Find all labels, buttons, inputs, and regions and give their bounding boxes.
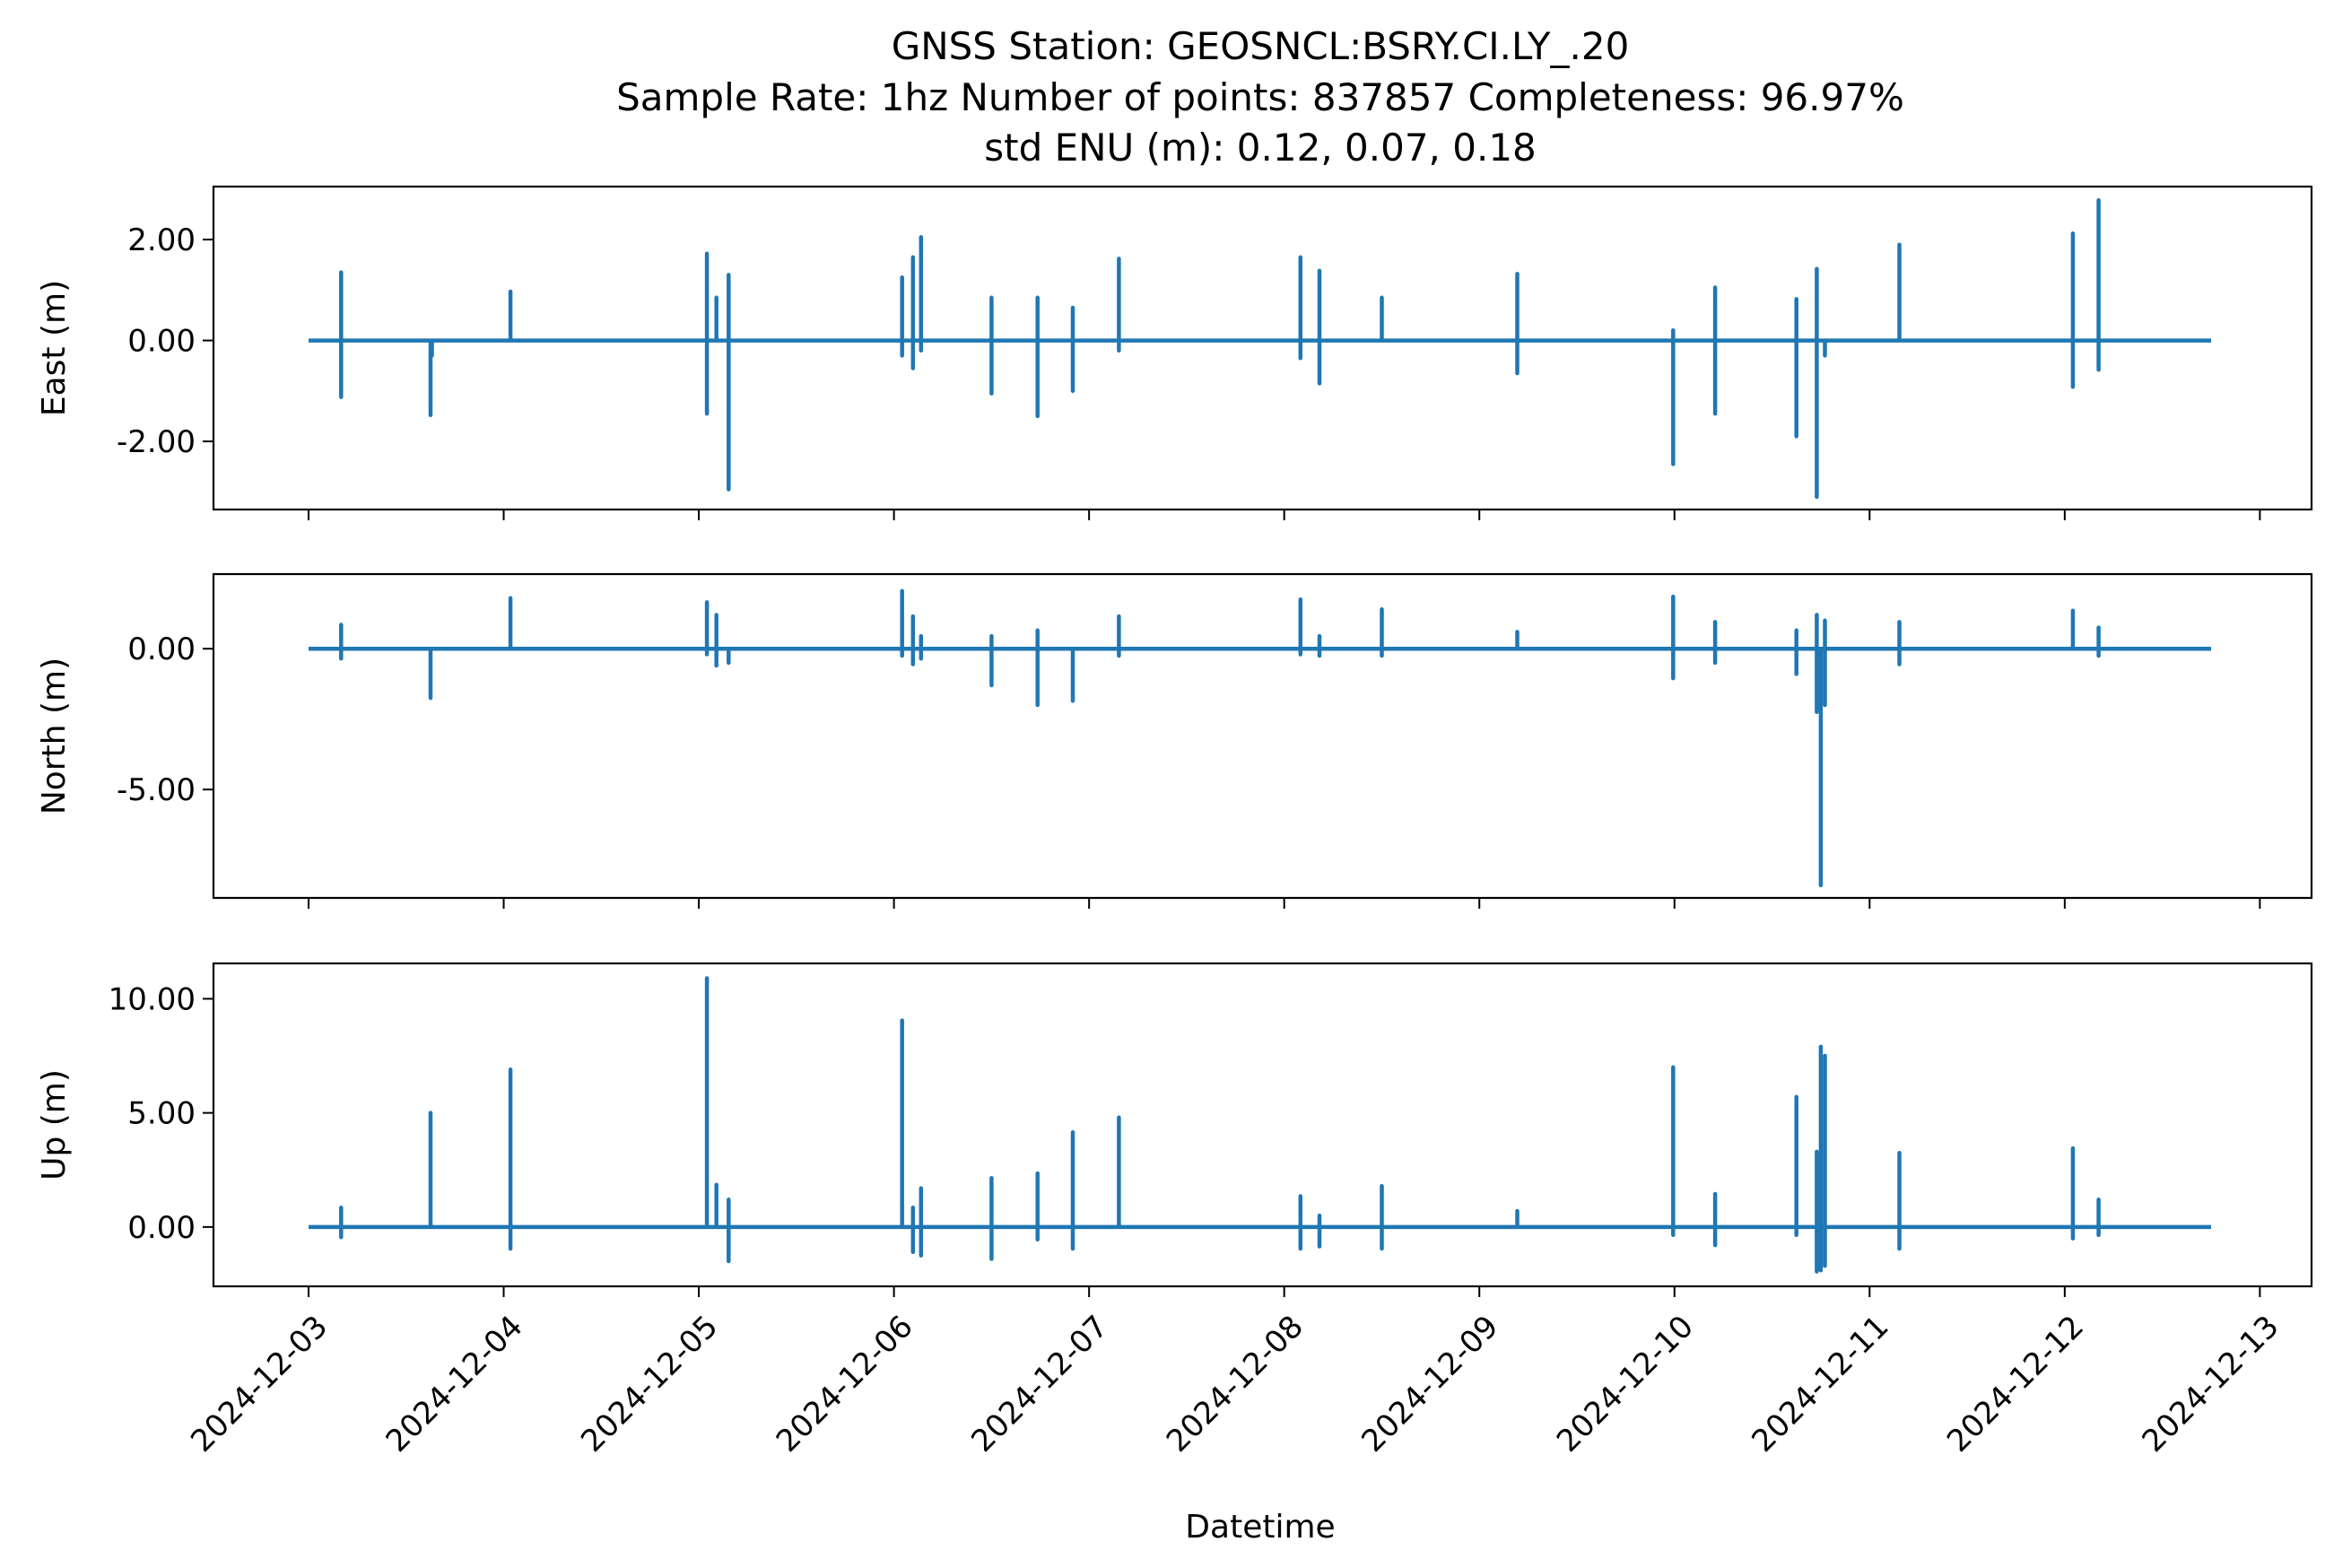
y-tick-label-1-0: 0.00 [127,632,196,667]
y-tick-label-2-1: 5.00 [127,1096,196,1132]
y-tick-label-2-0: 10.00 [109,981,196,1017]
series-line-2 [309,976,2211,1274]
up-panel: 10.00 5.00 0.00 Up (m) [36,962,2313,1297]
y-tick-label-0-1: 0.00 [127,324,196,360]
panel-frame-1 [212,572,2313,900]
y-tick-label-0-0: 2.00 [127,222,196,258]
y-axis-label-2: Up (m) [36,1069,73,1180]
y-tick-label-1-1: -5.00 [117,772,196,808]
panel-frame-2 [212,962,2313,1288]
series-line-0 [309,197,2211,500]
north-panel: 0.00 -5.00 North (m) [36,572,2313,909]
series-line-1 [309,588,2211,888]
y-tick-label-0-2: -2.00 [117,424,196,460]
title-line-1: GNSS Station: GEOSNCL:BSRY.CI.LY_.20 [892,24,1630,68]
y-axis-label-0: East (m) [36,280,73,416]
title-line-3: std ENU (m): 0.12, 0.07, 0.18 [984,126,1537,170]
east-panel: 2.00 0.00 -2.00 East (m) [36,185,2313,520]
panel-frame-0 [212,185,2313,511]
y-axis-label-1: North (m) [36,658,73,814]
x-axis-label: Datetime [1185,1509,1335,1546]
title-line-2: Sample Rate: 1hz Number of points: 83785… [616,75,1904,119]
y-tick-label-2-2: 0.00 [127,1210,196,1246]
